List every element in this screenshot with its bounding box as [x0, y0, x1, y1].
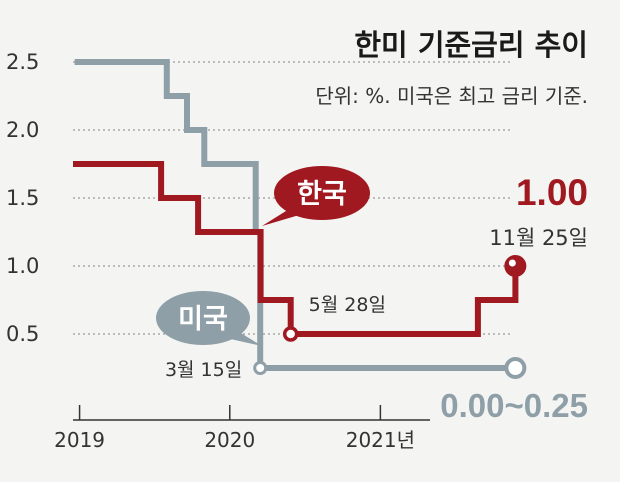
x-tick-label: 2021년: [346, 428, 415, 452]
korea-series-label-shape: [274, 166, 370, 220]
y-tick-label: 2.0: [6, 118, 39, 142]
us-end-marker: [504, 357, 527, 379]
axes: 0.5 1.0 1.5 2.0 2.5 2019 2020 2021년: [6, 50, 430, 452]
chart-title: 한미 기준금리 추이: [354, 28, 588, 62]
korea-end-value-label: 1.00: [516, 172, 588, 213]
us-series-label-shape: [156, 291, 250, 345]
us-point-marker: [253, 361, 268, 375]
korea-end-date-annotation: 11월 25일: [489, 226, 588, 250]
us-series-label-text: 미국: [178, 304, 228, 335]
korea-end-marker-highlight: [508, 259, 516, 267]
us-date-annotation: 3월 15일: [165, 359, 242, 381]
x-tick-label: 2020: [204, 428, 255, 452]
korea-series-label-text: 한국: [297, 179, 347, 210]
y-tick-label: 2.5: [6, 50, 39, 74]
y-tick-label: 1.0: [6, 254, 39, 278]
chart-subtitle: 단위: %. 미국은 최고 금리 기준.: [315, 84, 588, 108]
korea-series-label: 한국: [262, 166, 370, 226]
us-series-label: 미국: [156, 291, 262, 346]
y-tick-label: 1.5: [6, 186, 39, 210]
series-layer: [73, 59, 527, 379]
korea-date-annotation: 5월 28일: [309, 294, 386, 316]
series-line-korea: [73, 161, 519, 337]
korea-end-marker: [504, 255, 527, 277]
korea-point-marker: [282, 326, 299, 342]
us-series-label-tail: [226, 330, 262, 346]
x-tick-label: 2019: [54, 428, 105, 452]
us-end-value-label: 0.00~0.25: [440, 387, 588, 424]
korea-series-label-tail: [262, 206, 306, 226]
y-tick-label: 0.5: [6, 322, 39, 346]
